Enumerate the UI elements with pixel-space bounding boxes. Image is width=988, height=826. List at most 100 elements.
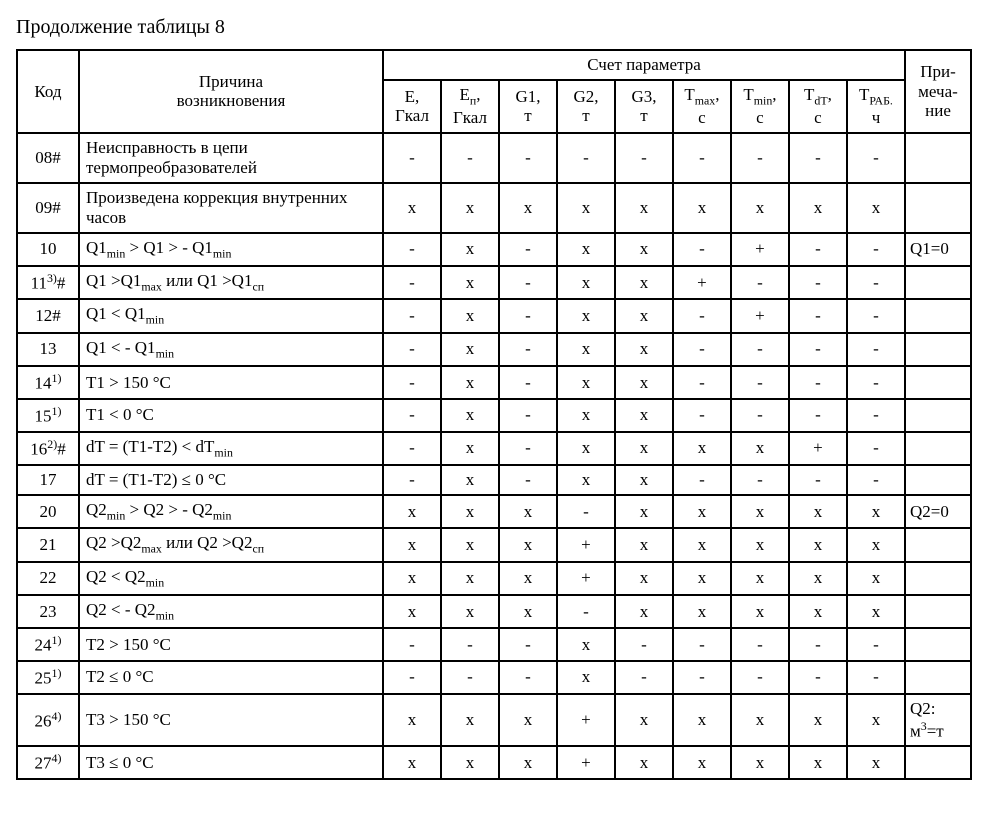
cell-param: x [441, 233, 499, 266]
cell-note [905, 562, 971, 595]
cell-param: x [615, 183, 673, 233]
cell-param: x [441, 266, 499, 299]
cell-param: + [557, 694, 615, 747]
cell-param: x [731, 694, 789, 747]
cell-param: - [731, 266, 789, 299]
cell-cause: T3 ≤ 0 °C [79, 746, 383, 779]
table-row: 113)#Q1 >Q1max или Q1 >Q1сп-x-xx+--- [17, 266, 971, 299]
cell-code: 162)# [17, 432, 79, 465]
cell-param: - [383, 432, 441, 465]
cell-code: 151) [17, 399, 79, 432]
cell-code: 12# [17, 299, 79, 332]
cell-note [905, 595, 971, 628]
table-row: 17dT = (T1-T2) ≤ 0 °C-x-xx---- [17, 465, 971, 495]
cell-param: - [789, 133, 847, 183]
cell-param: - [673, 628, 731, 661]
table-row: 23Q2 < - Q2minxxx-xxxxx [17, 595, 971, 628]
cell-code: 23 [17, 595, 79, 628]
cell-param: x [673, 183, 731, 233]
cell-param: - [499, 661, 557, 694]
cell-param: x [673, 562, 731, 595]
cell-param: x [441, 366, 499, 399]
cell-param: x [615, 399, 673, 432]
cell-param: x [441, 299, 499, 332]
cell-param: - [557, 595, 615, 628]
cell-cause: Произведена коррекция внутренних часов [79, 183, 383, 233]
cell-param: x [789, 183, 847, 233]
cell-param: x [557, 366, 615, 399]
table-row: 22Q2 < Q2minxxx+xxxxx [17, 562, 971, 595]
cell-param: x [673, 694, 731, 747]
cell-param: x [615, 366, 673, 399]
cell-param: - [731, 399, 789, 432]
cell-code: 10 [17, 233, 79, 266]
header-cause: Причинавозникновения [79, 50, 383, 133]
cell-param: x [615, 432, 673, 465]
cell-param: x [615, 528, 673, 561]
cell-cause: T1 < 0 °C [79, 399, 383, 432]
cell-param: + [557, 562, 615, 595]
cell-param: x [789, 528, 847, 561]
header-note: При-меча-ние [905, 50, 971, 133]
cell-param: - [847, 299, 905, 332]
cell-param: - [673, 366, 731, 399]
cell-code: 08# [17, 133, 79, 183]
cell-param: x [615, 746, 673, 779]
cell-param: - [673, 133, 731, 183]
cell-param: x [557, 399, 615, 432]
table-row: 141)T1 > 150 °C-x-xx---- [17, 366, 971, 399]
cell-code: 13 [17, 333, 79, 366]
cell-param: x [499, 495, 557, 528]
cell-param: - [731, 366, 789, 399]
cell-param: - [789, 465, 847, 495]
cell-code: 241) [17, 628, 79, 661]
cell-code: 113)# [17, 266, 79, 299]
cell-param: - [731, 628, 789, 661]
cell-param: x [615, 333, 673, 366]
cell-param: x [383, 694, 441, 747]
cell-param: - [383, 661, 441, 694]
cell-param: x [731, 495, 789, 528]
cell-cause: dT = (T1-T2) < dTmin [79, 432, 383, 465]
cell-note [905, 366, 971, 399]
cell-param: x [615, 562, 673, 595]
cell-cause: Q1min > Q1 > - Q1min [79, 233, 383, 266]
cell-param: x [731, 432, 789, 465]
cell-param: x [557, 465, 615, 495]
cell-param: - [789, 661, 847, 694]
cell-note [905, 333, 971, 366]
cell-cause: Q2 < - Q2min [79, 595, 383, 628]
header-param-5: Tmax,с [673, 80, 731, 133]
cell-param: x [383, 746, 441, 779]
cell-param: + [673, 266, 731, 299]
header-code: Код [17, 50, 79, 133]
cell-param: - [673, 233, 731, 266]
cell-param: + [731, 233, 789, 266]
cell-param: - [499, 432, 557, 465]
cell-code: 20 [17, 495, 79, 528]
cell-param: - [557, 495, 615, 528]
cell-note: Q2:м3=т [905, 694, 971, 747]
cell-param: - [789, 266, 847, 299]
cell-param: x [789, 562, 847, 595]
cell-param: - [789, 399, 847, 432]
table-body: 08#Неисправность в цепи термопреобразова… [17, 133, 971, 779]
cell-param: - [615, 133, 673, 183]
table-row: 264)T3 > 150 °Cxxx+xxxxxQ2:м3=т [17, 694, 971, 747]
cell-note [905, 528, 971, 561]
cell-param: x [847, 746, 905, 779]
cell-cause: Q2min > Q2 > - Q2min [79, 495, 383, 528]
header-param-4: G3,т [615, 80, 673, 133]
cell-param: - [383, 399, 441, 432]
table-row: 20Q2min > Q2 > - Q2minxxx-xxxxxQ2=0 [17, 495, 971, 528]
cell-param: - [615, 628, 673, 661]
cell-param: - [383, 366, 441, 399]
cell-note [905, 399, 971, 432]
cell-param: x [441, 746, 499, 779]
cell-note [905, 628, 971, 661]
cell-param: x [557, 183, 615, 233]
cell-param: x [557, 266, 615, 299]
cell-param: x [847, 694, 905, 747]
header-param-1: Eп,Гкал [441, 80, 499, 133]
cell-param: x [441, 528, 499, 561]
